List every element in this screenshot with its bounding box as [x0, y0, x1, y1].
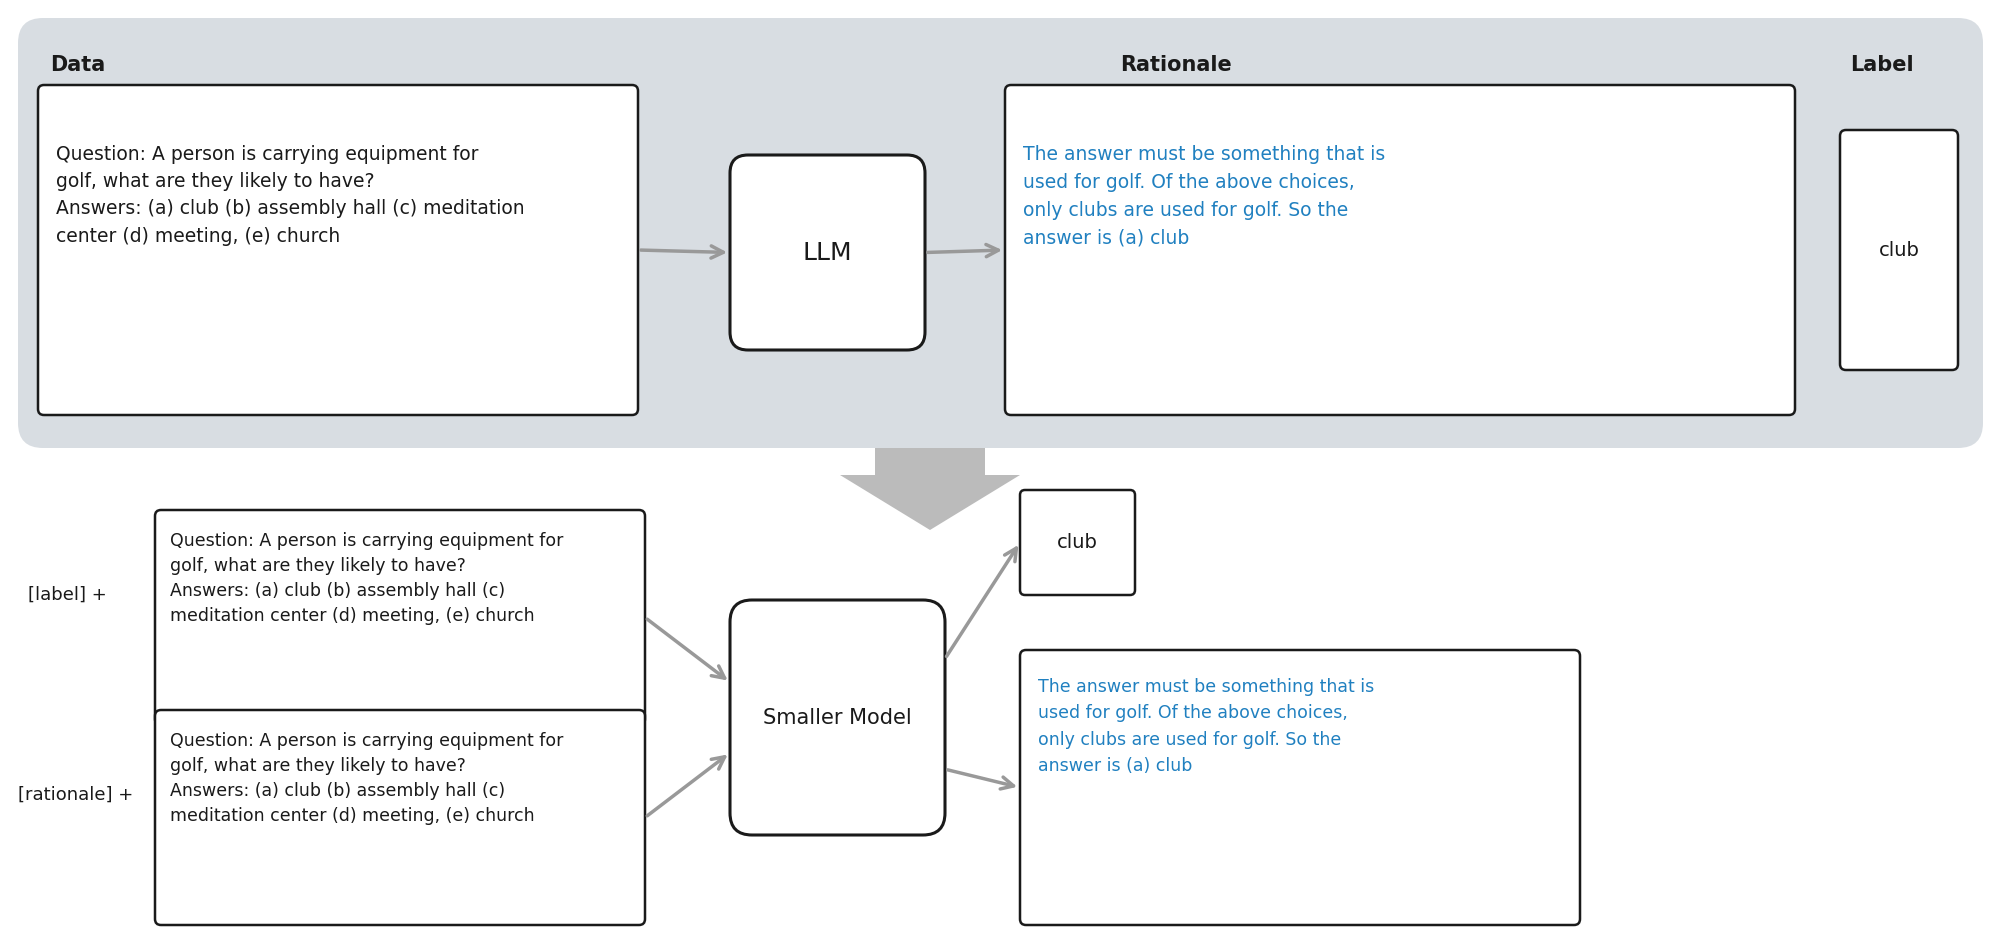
FancyBboxPatch shape: [18, 18, 1982, 448]
Text: Data: Data: [50, 55, 106, 75]
Text: Label: Label: [1848, 55, 1912, 75]
FancyBboxPatch shape: [156, 710, 645, 925]
Text: [rationale] +: [rationale] +: [18, 786, 134, 804]
Text: The answer must be something that is
used for golf. Of the above choices,
only c: The answer must be something that is use…: [1037, 678, 1373, 775]
Text: Rationale: Rationale: [1119, 55, 1231, 75]
FancyBboxPatch shape: [38, 85, 637, 415]
Text: The answer must be something that is
used for golf. Of the above choices,
only c: The answer must be something that is use…: [1023, 145, 1385, 248]
FancyBboxPatch shape: [1019, 650, 1578, 925]
Text: Question: A person is carrying equipment for
golf, what are they likely to have?: Question: A person is carrying equipment…: [170, 732, 563, 825]
FancyBboxPatch shape: [1019, 490, 1135, 595]
FancyBboxPatch shape: [729, 600, 945, 835]
FancyBboxPatch shape: [156, 510, 645, 725]
FancyBboxPatch shape: [1838, 130, 1956, 370]
Text: [label] +: [label] +: [28, 586, 106, 604]
Text: Smaller Model: Smaller Model: [763, 707, 911, 728]
Text: Question: A person is carrying equipment for
golf, what are they likely to have?: Question: A person is carrying equipment…: [56, 145, 523, 246]
Text: LLM: LLM: [803, 240, 851, 265]
Text: Question: A person is carrying equipment for
golf, what are they likely to have?: Question: A person is carrying equipment…: [170, 532, 563, 625]
FancyBboxPatch shape: [729, 155, 925, 350]
Text: club: club: [1057, 533, 1097, 552]
FancyBboxPatch shape: [1005, 85, 1794, 415]
Polygon shape: [839, 448, 1019, 530]
Text: club: club: [1878, 240, 1918, 259]
